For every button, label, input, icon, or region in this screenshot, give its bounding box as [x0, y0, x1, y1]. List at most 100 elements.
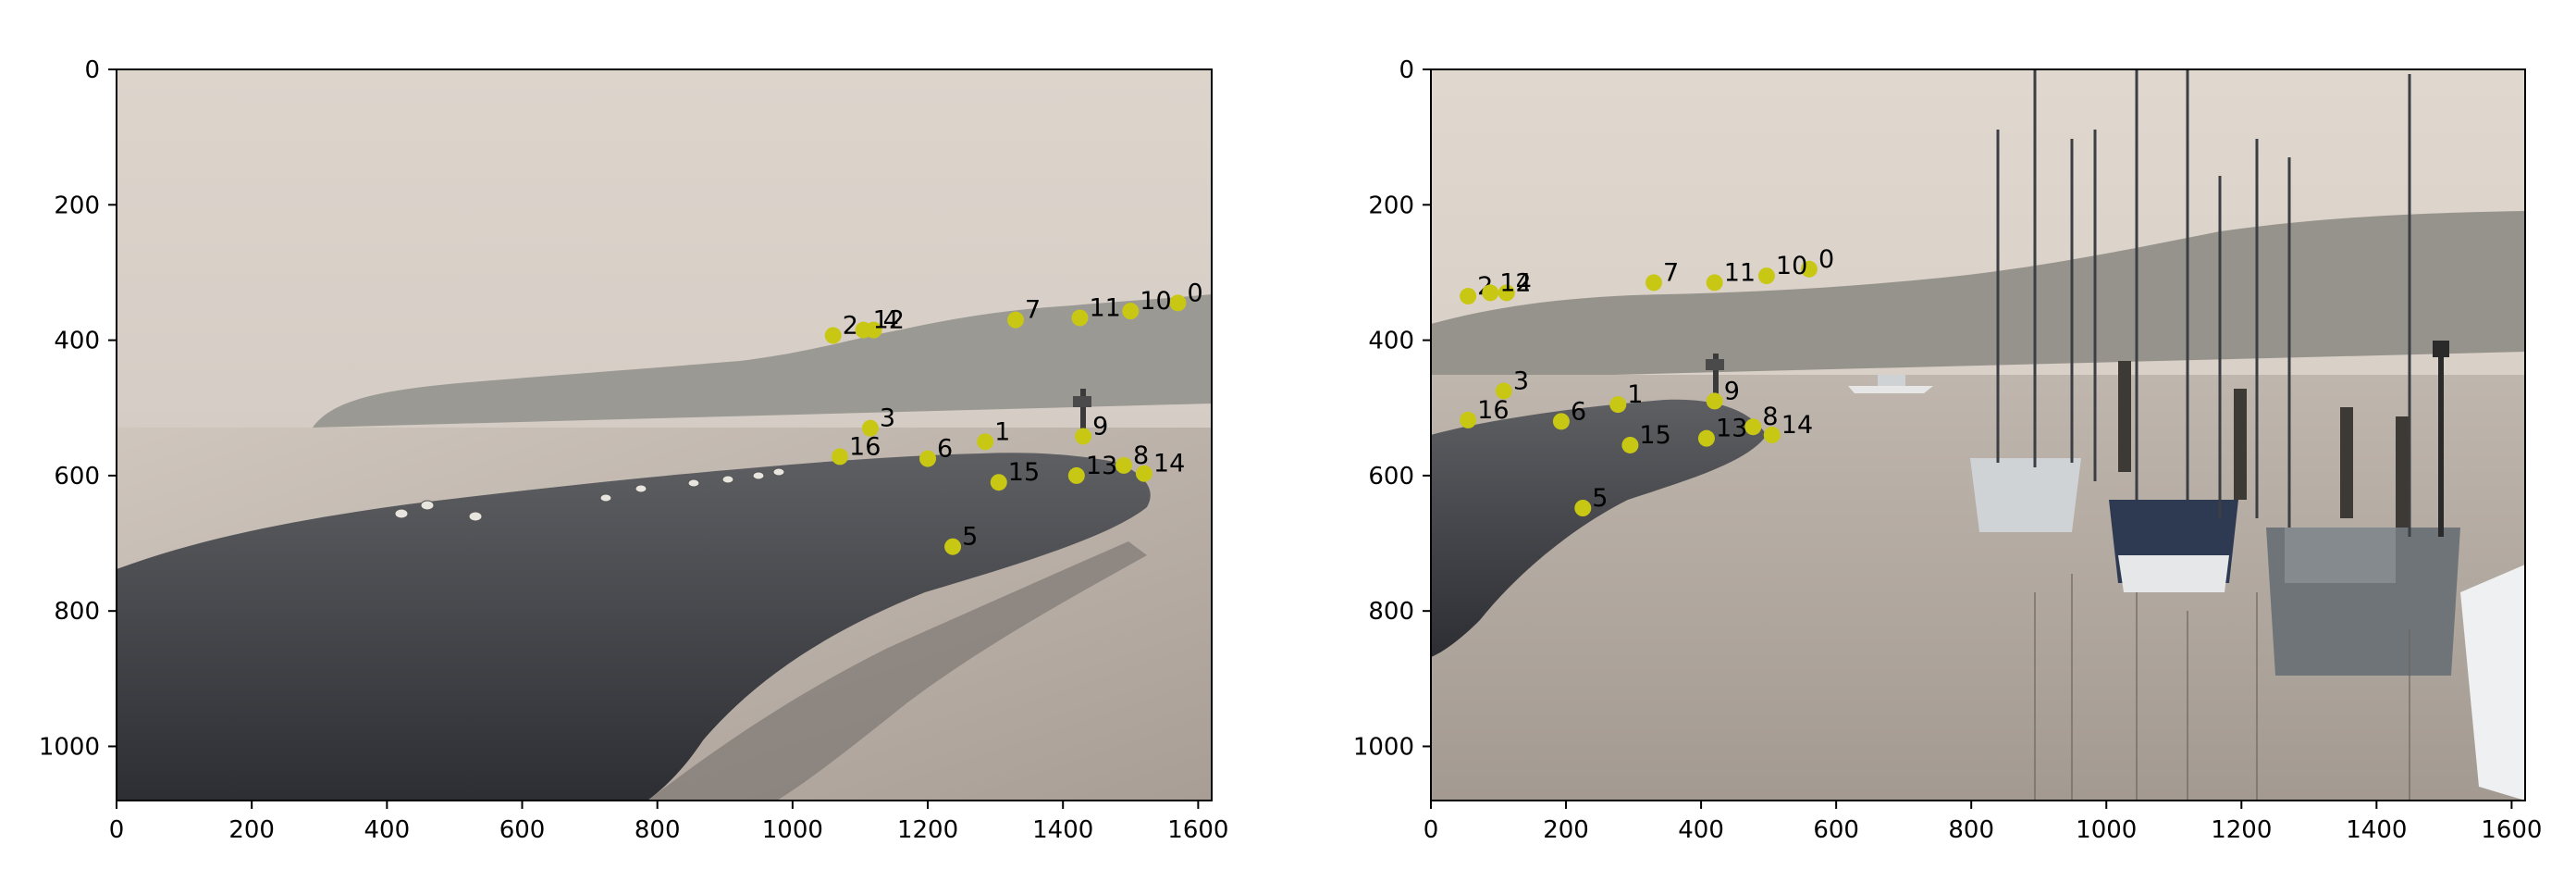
keypoint-marker	[1552, 413, 1570, 430]
keypoint-marker	[1482, 284, 1499, 302]
left-photo-background	[117, 69, 1212, 801]
x-tick-label: 200	[228, 816, 275, 844]
x-tick-label: 1400	[1032, 816, 1093, 844]
keypoint-marker	[919, 450, 937, 467]
y-tick-label: 400	[54, 328, 100, 355]
x-tick-label: 1600	[1167, 816, 1228, 844]
keypoint-label: 12	[873, 306, 905, 335]
keypoint-label: 12	[1499, 268, 1531, 297]
y-tick-label: 200	[1368, 192, 1414, 219]
x-tick-label: 1200	[897, 816, 958, 844]
keypoint-label: 3	[1513, 366, 1529, 395]
x-tick-label: 0	[109, 816, 125, 844]
keypoint-label: 11	[1724, 258, 1756, 287]
x-tick-label: 800	[1948, 816, 1994, 844]
y-tick-label: 800	[54, 598, 100, 626]
keypoint-label: 7	[1663, 258, 1679, 287]
keypoint-label: 14	[1781, 411, 1813, 440]
keypoint-marker	[1498, 284, 1515, 302]
keypoint-label: 1	[994, 417, 1010, 446]
y-tick-label: 0	[1399, 56, 1414, 84]
x-tick-label: 1200	[2211, 816, 2272, 844]
keypoint-marker	[1609, 396, 1627, 414]
keypoint-marker	[1706, 392, 1723, 410]
keypoint-label: 9	[1092, 412, 1108, 441]
keypoint-label: 0	[1818, 245, 1834, 274]
keypoint-label: 8	[1133, 441, 1149, 470]
keypoint-marker	[1621, 436, 1639, 453]
axes-frame	[1430, 68, 2526, 801]
keypoint-marker	[832, 448, 849, 466]
keypoint-marker	[1071, 309, 1089, 327]
keypoint-label: 13	[1086, 452, 1117, 480]
keypoint-marker	[1460, 288, 1477, 305]
x-tick-label: 400	[364, 816, 411, 844]
x-tick-label: 600	[1813, 816, 1859, 844]
y-tick-label: 800	[1368, 598, 1414, 626]
keypoint-label: 15	[1008, 458, 1040, 487]
keypoint-marker	[1744, 418, 1762, 436]
keypoint-label: 11	[1089, 293, 1120, 322]
right-axes: 0 200 400 600 800 1000 1200 1400 1600 0 200 400 600 8…	[1353, 56, 2543, 844]
keypoint-marker	[1800, 260, 1818, 278]
keypoint-marker	[1169, 294, 1187, 312]
keypoint-label: 4	[1516, 268, 1532, 297]
y-tick-label: 600	[1368, 463, 1414, 490]
keypoint-marker	[824, 327, 842, 344]
x-tick-label: 1600	[2481, 816, 2542, 844]
x-tick-label: 800	[635, 816, 681, 844]
x-tick-label: 400	[1678, 816, 1724, 844]
keypoint-label: 6	[1571, 397, 1586, 426]
keypoint-label: 2	[843, 311, 858, 340]
keypoint-marker	[1007, 311, 1025, 329]
x-tick-label: 200	[1543, 816, 1589, 844]
keypoint-marker	[977, 433, 994, 451]
x-tick-label: 0	[1424, 816, 1439, 844]
y-tick-label: 0	[84, 56, 100, 84]
keypoint-marker	[1135, 465, 1152, 482]
left-axes: 0 200 400 600 800 1000 1200 1400 1600 0 200 400 600 8…	[39, 56, 1229, 844]
keypoint-marker	[1115, 456, 1132, 474]
keypoint-label: 3	[880, 404, 895, 433]
x-tick-label: 1000	[2076, 816, 2137, 844]
keypoint-marker	[1697, 429, 1715, 447]
right-photo-background	[1431, 69, 2525, 801]
keypoint-label: 16	[1477, 396, 1509, 425]
keypoint-marker	[1075, 428, 1092, 445]
y-tick-label: 200	[54, 192, 100, 219]
keypoint-label: 4	[883, 306, 899, 335]
keypoint-marker	[990, 474, 1007, 491]
y-tick-label: 600	[54, 463, 100, 490]
keypoint-marker	[855, 321, 872, 339]
keypoint-marker	[861, 419, 879, 437]
keypoint-marker	[1574, 500, 1592, 516]
keypoint-marker	[1067, 466, 1085, 484]
axes-frame	[116, 68, 1213, 801]
keypoint-label: 8	[1762, 403, 1778, 431]
keypoint-label: 6	[937, 435, 953, 464]
x-tick-label: 1000	[762, 816, 823, 844]
keypoint-label: 14	[1153, 450, 1185, 478]
keypoint-marker	[1757, 267, 1775, 285]
keypoint-label: 15	[1639, 421, 1670, 450]
keypoint-marker	[1706, 274, 1723, 292]
keypoint-marker	[944, 538, 962, 555]
keypoint-marker	[1460, 411, 1477, 428]
y-tick-label: 400	[1368, 328, 1414, 355]
keypoint-label: 9	[1724, 377, 1740, 405]
x-tick-label: 1400	[2346, 816, 2407, 844]
x-tick-label: 600	[499, 816, 546, 844]
y-tick-label: 1000	[39, 733, 100, 761]
keypoint-label: 1	[1627, 380, 1643, 409]
keypoint-label: 10	[1776, 252, 1807, 280]
keypoint-marker	[1495, 382, 1512, 400]
keypoint-label: 13	[1716, 415, 1747, 443]
keypoint-label: 0	[1187, 279, 1202, 307]
y-tick-label: 1000	[1353, 733, 1414, 761]
keypoint-label: 5	[1592, 484, 1608, 513]
keypoint-marker	[1122, 303, 1140, 320]
keypoint-label: 5	[962, 523, 978, 552]
keypoint-label: 10	[1140, 287, 1171, 316]
keypoint-label: 16	[849, 432, 881, 461]
